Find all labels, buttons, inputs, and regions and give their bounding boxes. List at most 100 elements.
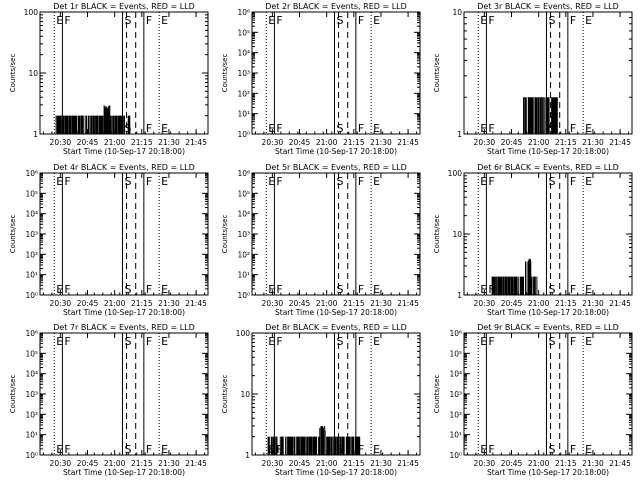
y-tick-label: 10¹: [237, 110, 250, 119]
marker-label-top: S: [336, 335, 343, 348]
x-tick-label: 21:15: [343, 138, 365, 147]
marker-label-bottom: S: [548, 443, 555, 456]
marker-label-bottom: E: [480, 443, 487, 456]
marker-label-bottom: E: [268, 443, 275, 456]
marker-label-bottom: F: [358, 122, 364, 135]
plot-frame: [39, 332, 209, 456]
x-axis-label: Start Time (10-Sep-17 20:18:00): [63, 147, 185, 156]
event-rate-trace: [523, 97, 558, 134]
y-tick-label: 10⁴: [237, 210, 250, 219]
x-tick-label: 21:00: [528, 138, 550, 147]
marker-label-top: E: [161, 335, 168, 348]
panel-det-3: Det 3r BLACK = Events, RED = LLD 1 10 Count…: [433, 2, 633, 156]
x-tick-label: 21:15: [343, 299, 365, 308]
x-tick-label: 21:30: [582, 138, 604, 147]
y-tick-label: 10¹: [25, 271, 38, 280]
x-tick-label: 21:30: [158, 459, 180, 468]
plot-frame: [251, 172, 421, 296]
marker-label-top: E: [268, 14, 275, 27]
y-tick-label: 100: [448, 169, 463, 178]
marker-label-top: E: [373, 335, 380, 348]
marker-label-bottom: F: [64, 122, 70, 135]
marker-label-bottom: S: [124, 122, 131, 135]
y-tick-label: 10⁵: [25, 349, 38, 358]
y-tick-label: 100: [24, 8, 39, 17]
marker-label-top: E: [161, 175, 168, 188]
marker-label-bottom: F: [358, 283, 364, 296]
y-axis-label: Counts/sec: [433, 54, 441, 93]
marker-label-bottom: E: [56, 443, 63, 456]
x-tick-label: 21:45: [397, 299, 419, 308]
x-tick-label: 21:15: [131, 459, 153, 468]
x-tick-label: 21:30: [158, 138, 180, 147]
marker-label-top: F: [358, 175, 364, 188]
marker-label-top: F: [64, 335, 70, 348]
panel-det-4: Det 4r BLACK = Events, RED = LLD 10⁰ 10¹ 10…: [9, 163, 209, 317]
marker-label-bottom: F: [488, 443, 494, 456]
x-axis-label: Start Time (10-Sep-17 20:18:00): [487, 468, 609, 477]
x-tick-label: 20:30: [262, 459, 284, 468]
x-tick-label: 21:45: [185, 138, 207, 147]
x-tick-label: 21:00: [104, 299, 126, 308]
y-tick-label: 1: [245, 451, 250, 460]
marker-label-bottom: F: [276, 443, 282, 456]
marker-label-bottom: S: [124, 283, 131, 296]
marker-label-bottom: E: [480, 283, 487, 296]
marker-label-top: E: [56, 14, 63, 27]
panel-title: Det 3r BLACK = Events, RED = LLD: [477, 2, 619, 11]
marker-label-top: S: [548, 175, 555, 188]
marker-label-bottom: F: [146, 443, 152, 456]
panel-title: Det 8r BLACK = Events, RED = LLD: [265, 323, 407, 332]
y-tick-label: 10²: [25, 410, 38, 419]
x-tick-label: 21:30: [370, 459, 392, 468]
plot-frame: [463, 332, 633, 456]
y-tick-label: 10⁰: [25, 451, 38, 460]
x-tick-label: 21:30: [582, 299, 604, 308]
panel-title: Det 2r BLACK = Events, RED = LLD: [265, 2, 407, 11]
x-axis-label: Start Time (10-Sep-17 20:18:00): [275, 308, 397, 317]
marker-label-bottom: E: [373, 122, 380, 135]
x-tick-label: 21:15: [343, 459, 365, 468]
event-rate-trace: [55, 105, 131, 134]
y-axis-label: Counts/sec: [9, 215, 17, 254]
y-tick-label: 10⁶: [237, 169, 250, 178]
x-tick-label: 21:15: [555, 299, 577, 308]
marker-label-top: E: [268, 175, 275, 188]
x-tick-label: 20:45: [77, 459, 99, 468]
y-axis-label: Counts/sec: [9, 375, 17, 414]
y-tick-label: 10⁵: [25, 189, 38, 198]
plot-frame: [251, 11, 421, 135]
panel-det-2: Det 2r BLACK = Events, RED = LLD 10⁰ 10¹ 10…: [221, 2, 421, 156]
y-tick-label: 10³: [25, 230, 38, 239]
marker-label-bottom: E: [585, 122, 592, 135]
panel-det-9: Det 9r BLACK = Events, RED = LLD 10⁰ 10¹ 10…: [433, 323, 633, 477]
x-axis-label: Start Time (10-Sep-17 20:18:00): [63, 308, 185, 317]
y-tick-label: 10⁶: [449, 329, 462, 338]
y-tick-label: 10³: [237, 230, 250, 239]
marker-label-top: E: [161, 14, 168, 27]
panel-det-6: Det 6r BLACK = Events, RED = LLD 1 10 100 Co…: [433, 163, 633, 317]
x-axis-label: Start Time (10-Sep-17 20:18:00): [487, 308, 609, 317]
x-tick-label: 20:30: [50, 459, 72, 468]
x-tick-label: 20:45: [77, 138, 99, 147]
x-tick-label: 20:45: [77, 299, 99, 308]
marker-label-bottom: E: [373, 283, 380, 296]
marker-label-bottom: F: [570, 122, 576, 135]
marker-label-top: S: [336, 175, 343, 188]
y-tick-label: 10²: [237, 89, 250, 98]
y-tick-label: 10⁰: [237, 130, 250, 139]
marker-label-top: F: [276, 14, 282, 27]
marker-label-bottom: F: [276, 122, 282, 135]
x-tick-label: 21:45: [185, 459, 207, 468]
marker-label-top: F: [146, 335, 152, 348]
marker-label-top: F: [488, 335, 494, 348]
y-tick-label: 10⁰: [237, 291, 250, 300]
marker-label-top: E: [585, 335, 592, 348]
x-tick-label: 20:30: [262, 299, 284, 308]
panel-title: Det 5r BLACK = Events, RED = LLD: [265, 163, 407, 172]
x-tick-label: 21:45: [397, 459, 419, 468]
x-tick-label: 21:30: [158, 299, 180, 308]
panel-det-5: Det 5r BLACK = Events, RED = LLD 10⁰ 10¹ 10…: [221, 163, 421, 317]
y-tick-label: 10⁵: [237, 189, 250, 198]
